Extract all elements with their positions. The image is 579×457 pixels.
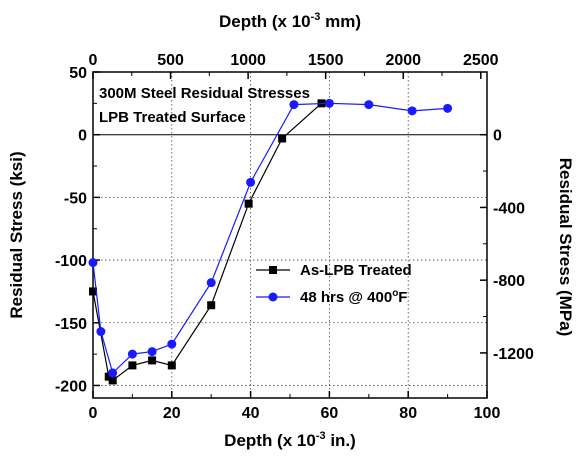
data-point-400f	[364, 100, 374, 110]
series-line-as-lpb	[92, 102, 322, 382]
legend-400f-label: 48 hrs @ 400oF	[300, 288, 407, 306]
data-point-as-lpb	[167, 361, 176, 370]
data-point-as-lpb	[148, 356, 157, 365]
x-axis-top-title: Depth (x 10-3 mm)	[219, 11, 361, 31]
legend-400f-marker	[268, 292, 278, 302]
data-point-400f	[108, 368, 118, 378]
legend-as-lpb-marker	[269, 266, 277, 274]
y-left-tick-label: 50	[69, 65, 87, 82]
x-axis-bottom-title-unit: in.)	[326, 431, 356, 450]
x-top-tick-label: 1500	[308, 52, 344, 69]
legend-as-lpb-label: As-LPB Treated	[300, 262, 412, 279]
x-axis-bottom-title: Depth (x 10-3 in.)	[224, 430, 356, 450]
x-top-tick-label: 0	[89, 52, 98, 69]
y-right-tick-label: -800	[493, 273, 525, 290]
y-right-tick-label: -1200	[493, 346, 534, 363]
x-bottom-tick-label: 80	[399, 405, 417, 422]
y-axis-right-title: Residual Stress (MPa)	[556, 158, 575, 337]
data-point-as-lpb	[89, 287, 97, 296]
data-point-as-lpb	[108, 376, 117, 385]
legend-400f-label-main: 48 hrs @ 400	[300, 289, 392, 306]
x-bottom-tick-label: 20	[163, 405, 181, 422]
y-axis-left-title: Residual Stress (ksi)	[7, 151, 26, 318]
x-top-tick-label: 500	[157, 52, 184, 69]
series-layer	[88, 98, 453, 385]
data-point-400f	[324, 98, 334, 108]
x-axis-top-title-unit: mm)	[320, 12, 361, 31]
x-bottom-tick-label: 60	[321, 405, 339, 422]
x-bottom-tick-label: 40	[242, 405, 260, 422]
x-axis-top-title-exponent: -3	[311, 11, 321, 23]
chart-annotation-line-1: 300M Steel Residual Stresses	[99, 85, 310, 102]
series-line-400f	[92, 102, 448, 375]
x-axis-bottom-title-exponent: -3	[316, 430, 326, 442]
data-point-400f	[96, 327, 106, 337]
data-point-400f	[147, 347, 157, 357]
data-point-400f	[289, 100, 299, 110]
y-left-tick-label: -100	[55, 253, 87, 270]
data-point-400f	[206, 278, 216, 288]
x-top-tick-label: 2000	[385, 52, 421, 69]
legend-400f-label-unit: F	[398, 289, 407, 306]
x-top-tick-label: 1000	[230, 52, 266, 69]
y-left-tick-label: -150	[55, 316, 87, 333]
data-point-as-lpb	[128, 361, 137, 370]
x-axis-top-title-main: Depth (x 10	[219, 12, 311, 31]
chart-annotation-line-2: LPB Treated Surface	[99, 109, 246, 126]
data-point-400f	[127, 349, 137, 359]
data-point-400f	[88, 258, 98, 268]
data-point-400f	[167, 339, 177, 349]
axis-ticks: 0 20 40 60 80 1000 500 1000 1500 2000 2500500-50-1…	[55, 52, 534, 422]
x-bottom-tick-label: 0	[89, 405, 98, 422]
x-axis-bottom-title-main: Depth (x 10	[224, 431, 316, 450]
y-left-tick-label: -200	[55, 378, 87, 395]
y-left-tick-label: -50	[64, 190, 87, 207]
legend-400f-label-degree: o	[392, 288, 398, 299]
data-point-400f	[407, 106, 417, 116]
x-top-tick-label: 2500	[463, 52, 499, 69]
y-right-tick-label: -400	[493, 200, 525, 217]
y-left-tick-label: 0	[78, 128, 87, 145]
data-point-400f	[443, 103, 453, 113]
y-right-tick-label: 0	[493, 128, 502, 145]
grid-lines	[93, 72, 487, 398]
data-point-as-lpb	[244, 199, 253, 208]
data-point-as-lpb	[278, 134, 287, 143]
data-point-400f	[246, 177, 256, 187]
data-point-as-lpb	[207, 301, 216, 310]
x-bottom-tick-label: 100	[474, 405, 501, 422]
legend: As-LPB Treated 48 hrs @ 400oF	[256, 262, 412, 306]
